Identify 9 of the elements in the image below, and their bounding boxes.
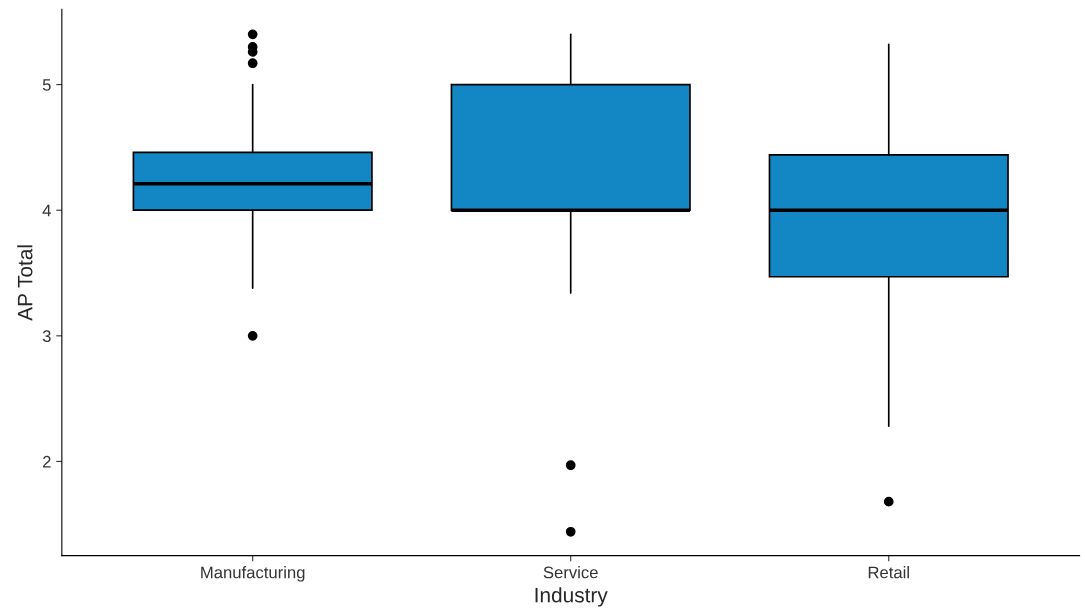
x-tick-label: Retail <box>868 566 909 579</box>
y-tick-label: 5 <box>42 79 51 91</box>
y-tick-label: 4 <box>42 204 51 217</box>
y-tick-label: 2 <box>43 455 51 468</box>
x-tick-label: Service <box>543 566 598 579</box>
x-axis-title: Industry <box>535 587 608 607</box>
y-tick-label: 3 <box>42 330 51 343</box>
y-axis-title: AP Total <box>17 245 33 321</box>
x-tick-label: Manufacturing <box>201 566 305 582</box>
